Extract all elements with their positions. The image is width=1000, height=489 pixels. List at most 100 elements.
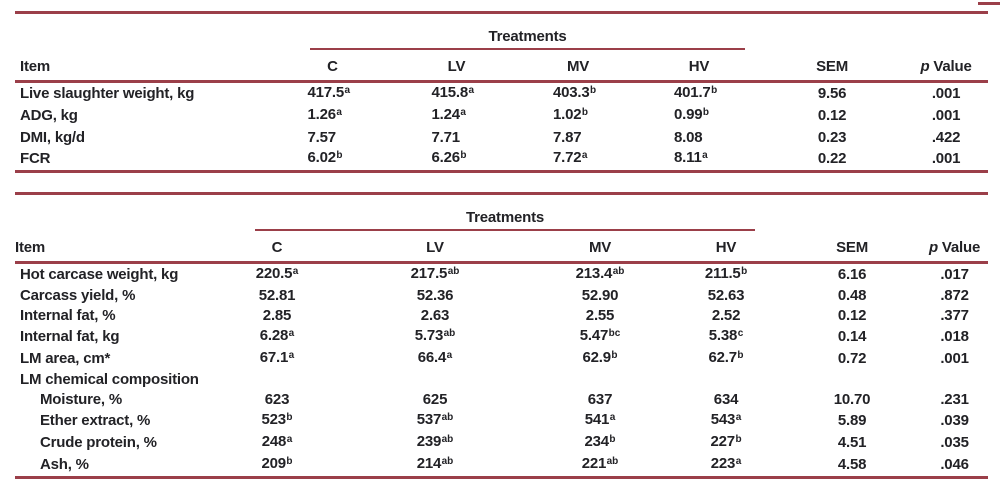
significance-superscript: ab (441, 411, 454, 423)
cell-value: 8.08 (674, 128, 703, 146)
significance-superscript: b (336, 149, 343, 161)
significance-superscript: b (286, 455, 293, 467)
value-cell: 0.12 (760, 105, 904, 127)
significance-superscript: a (468, 84, 475, 96)
significance-superscript: a (460, 106, 466, 118)
value-cell: .046 (921, 454, 988, 478)
cell-value: 9.56 (817, 85, 847, 102)
column-header-c: C (270, 50, 395, 83)
cell-value: .039 (940, 412, 969, 429)
value-cell: 0.23 (760, 127, 904, 148)
significance-superscript: ab (443, 327, 456, 339)
significance-superscript: ab (612, 265, 625, 277)
row-label: FCR (20, 150, 51, 167)
cell-value: 67.1a (259, 349, 295, 366)
value-cell: 0.12 (783, 306, 921, 326)
cell-value: 403.3b (553, 84, 597, 101)
value-cell: 401.7b (638, 82, 760, 106)
value-cell: 6.02b (270, 148, 395, 172)
cell-value: 62.7b (708, 349, 744, 366)
table-row: Crude protein, % 248a 239ab 234b 227b 4.51 .03… (15, 432, 988, 454)
column-header-hv: HV (638, 50, 761, 83)
value-cell: 5.89 (783, 410, 921, 432)
cell-value: .001 (940, 350, 969, 367)
table-row: Live slaughter weight, kg 417.5a 415.8a 403… (15, 82, 988, 106)
treatments-header-row: Treatments (15, 194, 988, 231)
significance-superscript: ab (447, 265, 460, 277)
significance-superscript: b (581, 106, 589, 118)
cell-value: 1.02b (553, 106, 589, 123)
value-cell: 52.36 (339, 286, 531, 306)
cell-value: 248a (261, 433, 293, 450)
column-header-row: Item C LV MV HV SEM p Value (15, 231, 989, 264)
significance-superscript: a (336, 106, 342, 118)
row-label: Internal fat, % (20, 307, 116, 324)
cell-value: 223a (710, 455, 742, 472)
value-cell: 4.58 (783, 454, 921, 478)
significance-superscript: a (292, 265, 299, 277)
section-row: LM chemical composition (15, 370, 988, 390)
row-label: Ash, % (40, 456, 89, 473)
cell-value: 2.63 (420, 307, 450, 324)
value-cell: .001 (921, 348, 988, 370)
value-cell: 7.87 (518, 127, 638, 148)
column-header-row: Item C LV MV HV SEM p Value (15, 50, 989, 83)
cell-value: 0.22 (817, 150, 847, 167)
table-row: LM area, cm* 67.1a 66.4a 62.9b 62.7b 0.72 .001 (15, 348, 988, 370)
cell-value: 209b (261, 455, 293, 472)
cell-value: 8.11a (674, 149, 708, 166)
value-cell: 403.3b (518, 82, 638, 106)
column-header-mv: MV (531, 231, 669, 264)
cell-value: .035 (940, 434, 969, 451)
value-cell: 214ab (339, 454, 531, 478)
value-cell: 0.72 (783, 348, 921, 370)
significance-superscript: b (737, 349, 744, 361)
cell-value: 0.12 (837, 307, 867, 324)
cell-value: .001 (931, 85, 961, 102)
significance-superscript: ab (606, 455, 619, 467)
value-cell: .039 (921, 410, 988, 432)
p-value-word: Value (941, 238, 981, 256)
treatments-label: Treatments (310, 28, 746, 50)
spacer-cell (15, 13, 270, 51)
row-label: Live slaughter weight, kg (20, 85, 195, 102)
cell-value: 52.36 (416, 287, 454, 304)
cell-value: 2.85 (262, 307, 292, 324)
cell-value: 4.58 (837, 456, 867, 473)
value-cell: 213.4ab (531, 263, 669, 287)
table-row: DMI, kg/d 7.57 7.71 7.87 8.08 0.23 .422 (15, 127, 988, 148)
significance-superscript: b (286, 411, 293, 423)
spacer-cell (760, 13, 904, 51)
cell-value: 220.5a (255, 265, 299, 282)
value-cell: 62.9b (531, 348, 669, 370)
p-value-word: Value (933, 57, 972, 75)
value-cell (669, 370, 783, 390)
row-label: Crude protein, % (40, 434, 157, 451)
value-cell: 217.5ab (339, 263, 531, 287)
significance-superscript: b (741, 265, 748, 277)
value-cell: 209b (215, 454, 339, 478)
significance-superscript: a (735, 411, 742, 423)
value-cell: 52.63 (669, 286, 783, 306)
value-cell (531, 370, 669, 390)
treatments-label: Treatments (255, 209, 756, 231)
significance-superscript: b (611, 349, 618, 361)
row-label: Ether extract, % (40, 412, 151, 429)
value-cell: .872 (921, 286, 988, 306)
value-cell: 52.81 (215, 286, 339, 306)
significance-superscript: ab (441, 433, 454, 445)
cell-value: 537ab (416, 411, 454, 428)
p-italic: p (928, 238, 938, 256)
paper-tables-region: Treatments Item C LV MV HV SEM p Value Li… (15, 11, 989, 479)
cell-value: .001 (931, 107, 961, 124)
value-cell: .018 (921, 326, 988, 348)
treatments-span-cell: Treatments (270, 13, 760, 50)
row-label: DMI, kg/d (20, 128, 85, 146)
column-header-mv: MV (518, 50, 638, 83)
cell-value: 1.26a (307, 106, 342, 123)
cell-value: .018 (940, 328, 969, 345)
column-header-item: Item (15, 231, 215, 264)
cell-value: 6.02b (307, 149, 343, 166)
table-row: Ash, % 209b 214ab 221ab 223a 4.58 .046 (15, 454, 988, 478)
significance-superscript: b (702, 106, 710, 118)
